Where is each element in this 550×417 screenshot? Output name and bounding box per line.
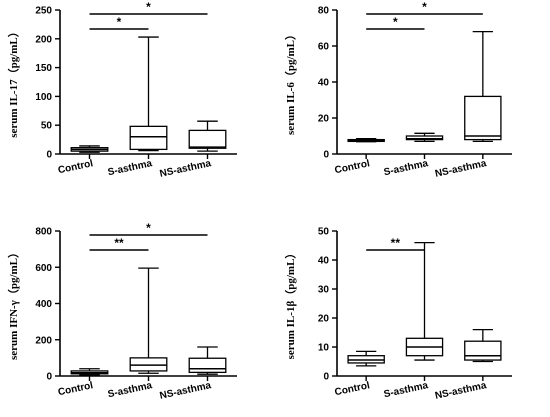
y-tick-label: 40 <box>318 256 330 267</box>
y-tick-label: 30 <box>318 285 330 296</box>
y-axis-title: serum IL-17（pg/mL） <box>7 26 20 138</box>
significance-star: ** <box>114 236 124 250</box>
category-label: Control <box>57 158 94 176</box>
y-tick-label: 80 <box>318 6 330 17</box>
box-iqr <box>188 129 227 149</box>
y-tick-label: 800 <box>35 227 52 238</box>
y-tick-label: 400 <box>35 299 52 310</box>
y-tick-label: 250 <box>35 6 52 17</box>
y-tick-label: 20 <box>318 114 330 125</box>
box-iqr <box>188 357 227 374</box>
panel-ifn-gamma: 0 200 400 600 800 serum IFN-γ（pg/mL） Control S-… <box>7 221 237 402</box>
y-tick-label: 0 <box>323 372 329 383</box>
y-axis-title: serum IFN-γ（pg/mL） <box>7 247 20 360</box>
category-label: NS-asthma <box>159 380 213 402</box>
significance-star: * <box>146 221 151 235</box>
y-tick-label: 0 <box>46 150 52 161</box>
y-axis-title: serum IL-1β（pg/mL） <box>284 248 297 360</box>
y-tick-label: 0 <box>323 150 329 161</box>
category-label: NS-asthma <box>434 158 488 180</box>
y-tick-label: 10 <box>318 343 330 354</box>
y-tick-label: 60 <box>318 42 330 53</box>
box-1 <box>129 267 168 374</box>
significance-star: * <box>422 0 427 14</box>
panel-il1b: 0 10 20 30 40 50 serum IL-1β（pg/mL） Control S-as… <box>284 227 512 402</box>
box-0 <box>70 368 109 376</box>
box-1 <box>405 132 444 143</box>
box-1 <box>405 241 444 361</box>
y-tick-label: 50 <box>41 121 53 132</box>
panel-il6: 0 20 40 60 80 serum IL-6（pg/mL） Control S-asthm… <box>284 0 512 180</box>
category-label: S-asthma <box>383 158 430 178</box>
box-2 <box>188 346 227 375</box>
panel-il17: 0 50 100 150 200 250 serum IL-17（pg/mL） Control… <box>7 0 237 180</box>
box-0 <box>347 138 385 143</box>
box-1 <box>129 36 168 152</box>
y-axis-title: serum IL-6（pg/mL） <box>284 29 297 135</box>
box-iqr <box>405 135 444 141</box>
category-label: Control <box>334 380 371 398</box>
y-tick-label: 50 <box>318 227 330 238</box>
category-label: NS-asthma <box>434 380 488 402</box>
y-tick-label: 200 <box>35 335 52 346</box>
y-tick-label: 150 <box>35 63 52 74</box>
box-2 <box>188 120 227 152</box>
box-2 <box>464 328 502 363</box>
y-tick-label: 20 <box>318 314 330 325</box>
box-iqr <box>129 125 168 151</box>
box-iqr <box>464 95 502 141</box>
y-tick-label: 200 <box>35 34 52 45</box>
box-0 <box>70 145 109 153</box>
category-label: S-asthma <box>107 158 154 178</box>
category-label: S-asthma <box>107 380 154 400</box>
category-label: S-asthma <box>383 380 430 400</box>
significance-star: * <box>117 15 122 29</box>
category-label: Control <box>334 158 371 176</box>
y-tick-label: 0 <box>46 372 52 383</box>
box-2 <box>464 30 502 143</box>
y-tick-label: 100 <box>35 92 52 103</box>
significance-star: * <box>393 15 398 29</box>
y-tick-label: 600 <box>35 263 52 274</box>
significance-star: * <box>146 0 151 14</box>
category-label: Control <box>57 380 94 398</box>
category-label: NS-asthma <box>159 158 213 180</box>
y-tick-label: 40 <box>318 78 330 89</box>
box-0 <box>347 350 385 367</box>
significance-star: ** <box>391 236 401 250</box>
box-iqr <box>464 340 502 361</box>
